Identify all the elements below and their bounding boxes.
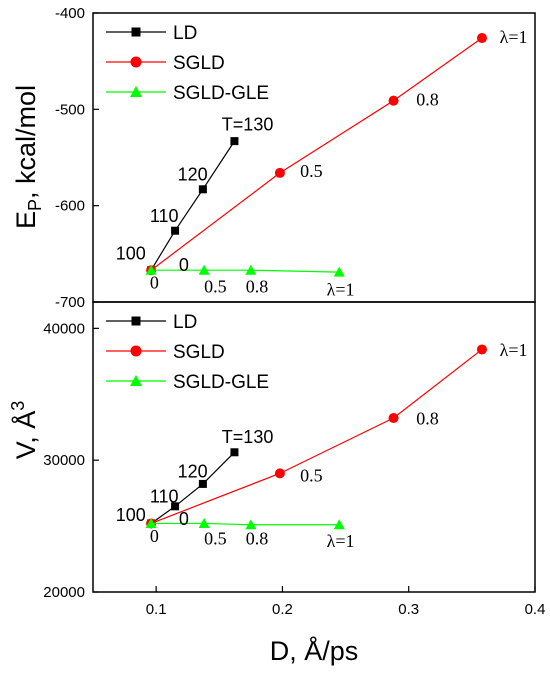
bottom-annotation: T=130: [222, 427, 274, 447]
bottom-y-tick-label: 40000: [43, 320, 85, 337]
top-data-point-SGLD-GLE: [145, 264, 157, 275]
bottom-annotation: 110: [150, 486, 179, 506]
bottom-data-point-SGLD-GLE: [245, 519, 257, 530]
top-y-tick-label: -500: [55, 101, 85, 118]
bottom-annotation: 100: [116, 505, 146, 525]
bottom-legend: LD SGLD SGLD-GLE: [106, 312, 269, 393]
top-annotation: 0.8: [416, 89, 439, 109]
bottom-data-point-LD: [198, 479, 207, 488]
bottom-annotation: λ=1: [327, 531, 355, 551]
top-y-title-main: E: [11, 211, 41, 229]
top-legend-marker-SGLD-GLE: [130, 86, 142, 97]
top-series-line-LD: [150, 140, 235, 271]
bottom-data-point-SGLD-GLE: [198, 517, 210, 528]
x-axis-title: D, Å/ps: [270, 635, 359, 666]
bottom-legend-label-SGLD: SGLD: [173, 342, 225, 363]
bottom-annotation: 0.8: [246, 529, 269, 549]
top-annotation: 120: [178, 165, 208, 185]
x-tick-label: 0.4: [525, 601, 546, 618]
top-annotation: 0.8: [246, 276, 269, 296]
top-annotation: 0.5: [300, 161, 323, 181]
x-tick-label: 0.2: [272, 601, 293, 618]
top-y-title-rest: , kcal/mol: [11, 85, 41, 199]
bottom-legend-marker-SGLD-GLE: [130, 375, 142, 386]
top-annotation: 110: [150, 206, 179, 226]
top-data-point-SGLD: [476, 33, 487, 44]
bottom-panel: 20000 30000 40000 0.1 0.2 0.3 0.4 T=130 120 110…: [8, 301, 546, 618]
top-legend-marker-LD: [131, 27, 141, 37]
bottom-legend-label-LD: LD: [173, 312, 197, 333]
top-legend-label-SGLD-GLE: SGLD-GLE: [173, 83, 269, 104]
top-y-tick-label: -400: [55, 5, 85, 22]
top-data-point-SGLD: [388, 95, 399, 106]
top-legend-label-LD: LD: [173, 23, 197, 44]
bottom-data-point-SGLD-GLE: [145, 517, 157, 528]
top-data-point-SGLD-GLE: [245, 264, 257, 275]
x-ticks: 0.1 0.2 0.3 0.4: [146, 586, 546, 618]
bottom-data-point-SGLD-GLE: [333, 519, 345, 530]
top-legend-marker-SGLD: [130, 56, 142, 68]
top-series: [145, 33, 487, 277]
bottom-data-point-LD: [171, 502, 180, 511]
top-annotation: 100: [116, 244, 146, 264]
top-annotation: 0: [150, 273, 159, 293]
bottom-legend-label-SGLD-GLE: SGLD-GLE: [173, 372, 269, 393]
bottom-data-point-SGLD: [274, 468, 285, 479]
x-tick-label: 0.1: [146, 601, 167, 618]
bottom-y-ticks: 20000 30000 40000: [43, 320, 99, 601]
top-series-line-SGLD-GLE: [151, 269, 340, 273]
bottom-y-title-main: V, Å: [10, 411, 41, 460]
bottom-y-title-sup: 3: [8, 401, 28, 411]
bottom-annotation: 0.5: [204, 529, 227, 549]
bottom-annotation: 0.5: [300, 465, 323, 485]
top-y-ticks: -700 -600 -500 -400: [55, 5, 99, 311]
bottom-data-point-LD: [230, 448, 239, 457]
top-data-point-LD: [198, 185, 207, 194]
bottom-data-point-SGLD: [476, 344, 487, 355]
top-annotation: λ=1: [500, 27, 528, 47]
bottom-annotation: 0: [150, 526, 159, 546]
bottom-annotation: 0.8: [416, 409, 439, 429]
bottom-legend-marker-SGLD: [130, 345, 142, 357]
bottom-plot-frame: [92, 301, 536, 593]
bottom-series-line-SGLD: [150, 348, 483, 525]
top-annotation: T=130: [222, 115, 274, 135]
bottom-annotation: 120: [178, 461, 208, 481]
top-plot-frame: [92, 12, 536, 303]
bottom-annotation: λ=1: [500, 340, 528, 360]
top-y-tick-label: -700: [55, 294, 85, 311]
top-data-point-SGLD: [274, 167, 285, 178]
bottom-y-tick-label: 20000: [43, 584, 85, 601]
top-y-axis-title: EP, kcal/mol: [11, 85, 45, 229]
top-data-point-LD: [230, 137, 239, 146]
bottom-series-line-SGLD-GLE: [151, 522, 340, 526]
bottom-series: [145, 344, 487, 530]
bottom-legend-marker-LD: [131, 316, 141, 326]
top-data-point-SGLD-GLE: [198, 264, 210, 275]
top-annotation: 0: [179, 255, 189, 275]
top-legend-label-SGLD: SGLD: [173, 53, 225, 74]
top-legend: LD SGLD SGLD-GLE: [106, 23, 269, 104]
top-data-point-LD: [171, 226, 180, 235]
x-tick-label: 0.3: [398, 601, 419, 618]
top-data-point-SGLD-GLE: [333, 266, 345, 277]
top-annotation: λ=1: [327, 279, 355, 299]
bottom-series-line-LD: [150, 451, 235, 524]
top-series-line-SGLD: [150, 37, 483, 271]
bottom-annotation: 0: [179, 509, 189, 529]
bottom-data-point-SGLD: [388, 413, 399, 423]
top-y-title-sub: P: [25, 199, 45, 211]
top-y-tick-label: -600: [55, 198, 85, 215]
bottom-y-tick-label: 30000: [43, 452, 85, 469]
bottom-y-axis-title: V, Å3: [8, 401, 41, 460]
top-annotation: 0.5: [204, 276, 227, 296]
